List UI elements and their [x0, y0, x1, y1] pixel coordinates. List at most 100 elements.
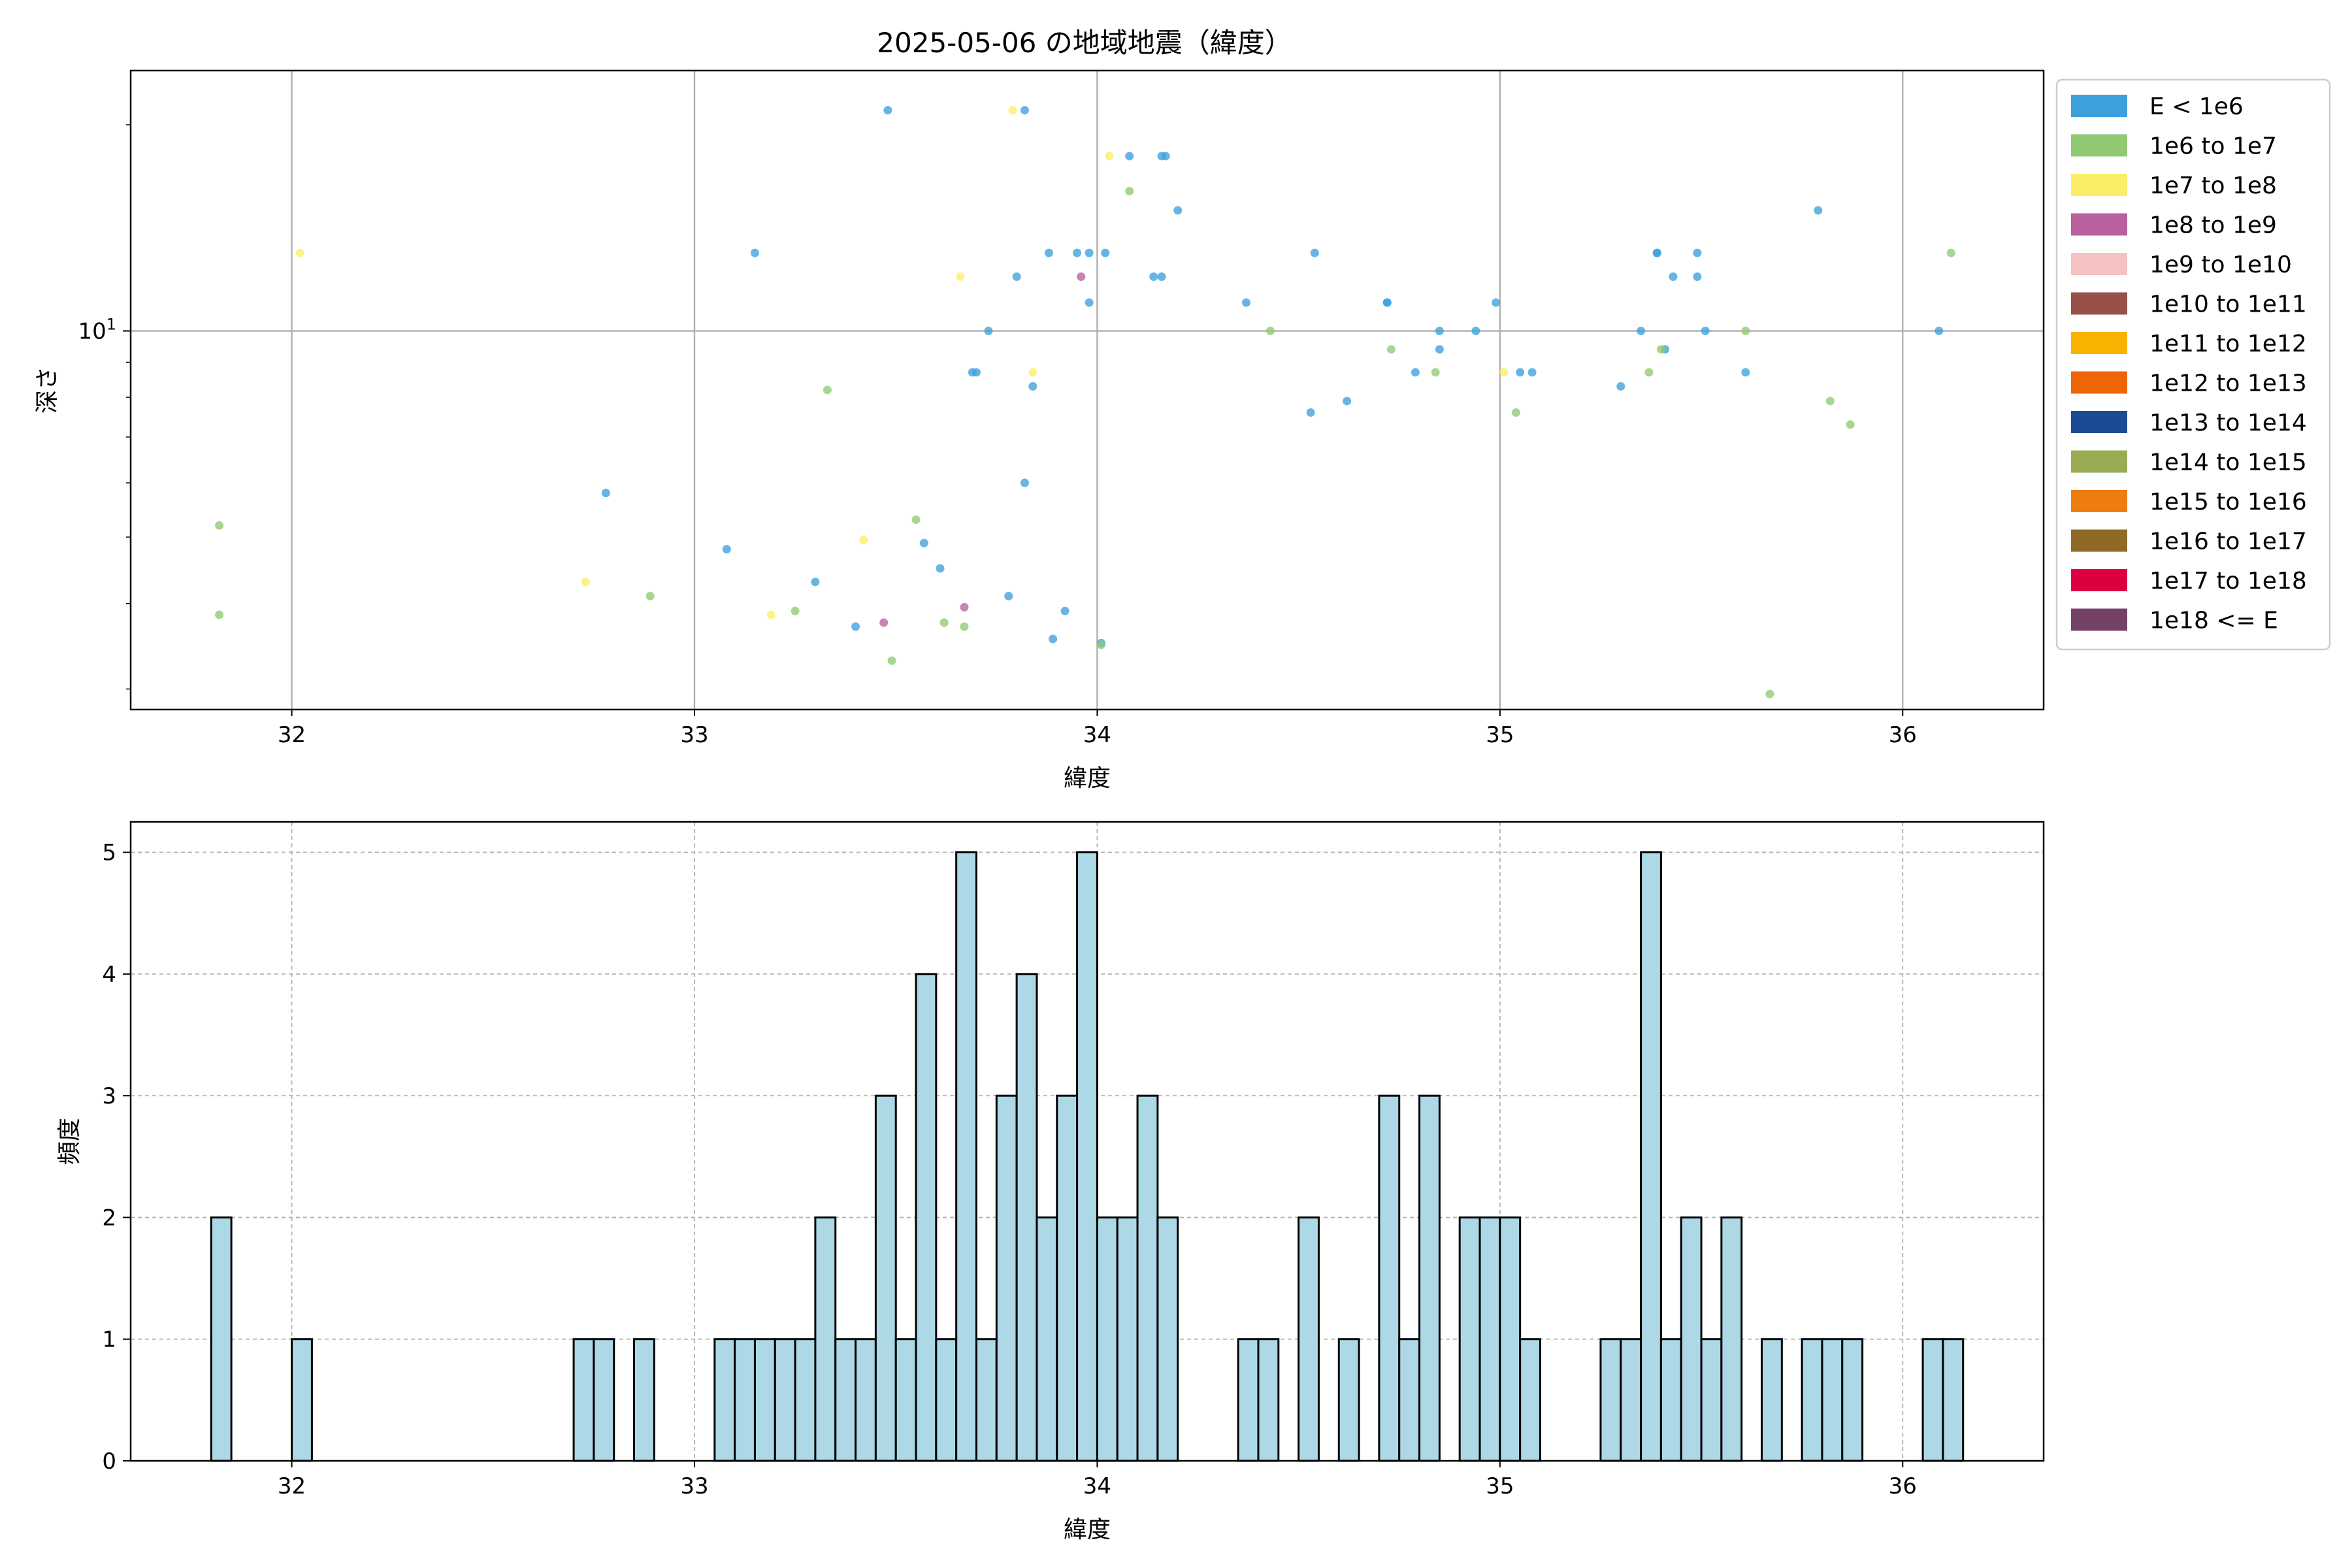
scatter-point [1435, 327, 1444, 336]
scatter-point [1492, 298, 1501, 307]
legend-label: 1e9 to 1e10 [2149, 252, 2292, 278]
histogram-bar [774, 1338, 796, 1462]
scatter-point [1149, 272, 1158, 282]
scatter-point [883, 106, 892, 115]
scatter-point [936, 564, 945, 573]
histogram-bar [572, 1338, 595, 1462]
histogram-bar [814, 1216, 837, 1462]
scatter-point [859, 536, 868, 545]
legend-swatch [2071, 411, 2127, 433]
scatter-point [956, 272, 965, 282]
scatter-point [1266, 327, 1275, 336]
scatter-x-tick-label: 36 [1889, 722, 1917, 748]
legend: E < 1e6 1e6 to 1e7 1e7 to 1e8 1e8 to 1e9 1e9… [2055, 78, 2331, 651]
histogram-bar [1398, 1338, 1421, 1462]
scatter-point [851, 622, 860, 631]
histogram-bar [1720, 1216, 1743, 1462]
scatter-point [1527, 368, 1537, 377]
scatter-x-tick-label: 32 [278, 722, 306, 748]
scatter-point [1386, 345, 1396, 354]
legend-label: 1e14 to 1e15 [2149, 449, 2307, 476]
scatter-point [1499, 368, 1509, 377]
scatter-point [1644, 368, 1654, 377]
histogram-bar [1015, 973, 1038, 1462]
scatter-point [766, 610, 776, 619]
chart-title: 2025-05-06 の地域地震（緯度） [877, 27, 1292, 59]
histogram-bar [1700, 1338, 1723, 1462]
scatter-point [1028, 382, 1037, 391]
histogram-x-tick-label: 34 [1083, 1473, 1111, 1499]
histogram-bar [291, 1338, 313, 1462]
histogram-bar [1156, 1216, 1179, 1462]
histogram-y-axis-label: 頻度 [56, 1118, 83, 1165]
scatter-point [972, 368, 981, 377]
legend-label: 1e10 to 1e11 [2149, 291, 2307, 318]
histogram-bar [1841, 1338, 1864, 1462]
histogram-bar [1761, 1338, 1783, 1462]
histogram-bar [1076, 851, 1098, 1462]
scatter-point [1085, 248, 1094, 257]
histogram-y-tick-label: 1 [102, 1327, 116, 1353]
scatter-point [1306, 408, 1315, 417]
histogram-bar [1659, 1338, 1682, 1462]
histogram-x-tick-label: 33 [680, 1473, 708, 1499]
scatter-point [1825, 397, 1835, 406]
scatter-point [919, 538, 928, 547]
histogram-bar [1942, 1338, 1965, 1462]
scatter-point [722, 545, 731, 554]
histogram-y-tick-label: 5 [102, 840, 116, 866]
legend-label: 1e12 to 1e13 [2149, 370, 2307, 397]
histogram-bar [1056, 1094, 1079, 1462]
histogram-bar [1821, 1338, 1844, 1462]
histogram-x-tick-label: 35 [1486, 1473, 1514, 1499]
scatter-x-tick-label: 33 [680, 722, 708, 748]
scatter-point [1125, 187, 1134, 196]
scatter-point [1020, 478, 1029, 487]
scatter-point [939, 618, 949, 627]
histogram-bar [1599, 1338, 1622, 1462]
scatter-point [960, 602, 969, 612]
scatter-point [1310, 248, 1319, 257]
histogram-bar [915, 973, 938, 1462]
scatter-point [1044, 248, 1053, 257]
histogram-bar [1458, 1216, 1481, 1462]
legend-label: 1e18 <= E [2149, 608, 2278, 634]
scatter-point [1814, 206, 1823, 215]
legend-label: 1e8 to 1e9 [2149, 212, 2277, 239]
histogram-bar [1640, 851, 1662, 1462]
scatter-point [1411, 368, 1420, 377]
scatter-point [1471, 327, 1480, 336]
legend-swatch [2071, 529, 2127, 552]
scatter-point [1652, 248, 1661, 257]
legend-label: 1e15 to 1e16 [2149, 489, 2307, 515]
legend-swatch [2071, 332, 2127, 354]
scatter-point [1741, 327, 1750, 336]
scatter-chart: 2025-05-06 の地域地震（緯度） 32 33 34 35 36 101 緯度 深さ… [34, 27, 2331, 792]
histogram-bar [874, 1094, 897, 1462]
legend-label: 1e17 to 1e18 [2149, 568, 2307, 595]
scatter-point [1382, 298, 1392, 307]
legend-swatch [2071, 95, 2127, 117]
scatter-x-axis-label: 緯度 [1064, 765, 1111, 792]
scatter-point [1656, 345, 1665, 354]
scatter-plot-frame [129, 69, 2045, 711]
histogram-bar [1499, 1216, 1522, 1462]
histogram-bar [1036, 1216, 1058, 1462]
legend-label: 1e11 to 1e12 [2149, 331, 2307, 357]
legend-items: E < 1e6 1e6 to 1e7 1e7 to 1e8 1e8 to 1e9 1e9… [2071, 93, 2307, 634]
scatter-y-axis-label: 深さ [34, 367, 61, 414]
scatter-point [1431, 368, 1440, 377]
scatter-point [1241, 298, 1250, 307]
scatter-point [1101, 248, 1110, 257]
legend-label: 1e7 to 1e8 [2149, 172, 2277, 199]
scatter-point [1946, 248, 1955, 257]
scatter-point [581, 578, 591, 587]
histogram-bar [1680, 1216, 1703, 1462]
scatter-point [1020, 106, 1029, 115]
histogram-bar [1620, 1338, 1642, 1462]
scatter-point [811, 578, 820, 587]
scatter-point [1028, 368, 1037, 377]
legend-swatch [2071, 450, 2127, 473]
scatter-point [295, 248, 304, 257]
